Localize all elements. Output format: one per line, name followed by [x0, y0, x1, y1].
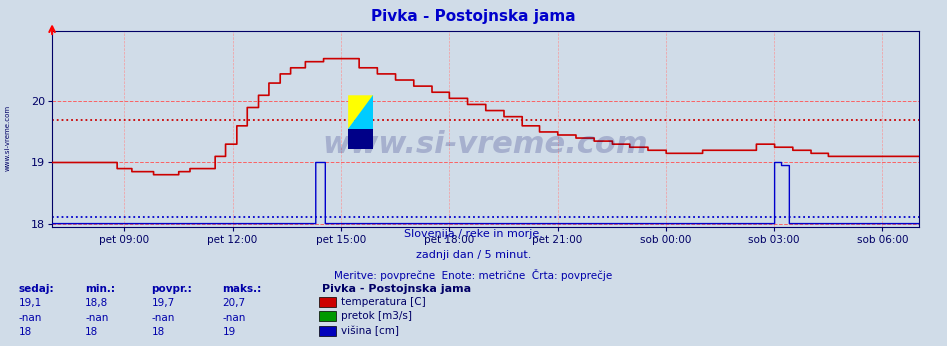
Text: 20,7: 20,7: [223, 298, 245, 308]
Text: Pivka - Postojnska jama: Pivka - Postojnska jama: [322, 284, 471, 294]
Text: Pivka - Postojnska jama: Pivka - Postojnska jama: [371, 9, 576, 24]
Text: Slovenija / reke in morje.: Slovenija / reke in morje.: [404, 229, 543, 239]
Text: 18,8: 18,8: [85, 298, 109, 308]
Text: -nan: -nan: [85, 313, 109, 323]
Text: sedaj:: sedaj:: [19, 284, 55, 294]
Text: 19: 19: [223, 327, 236, 337]
Text: www.si-vreme.com: www.si-vreme.com: [323, 130, 648, 159]
Text: www.si-vreme.com: www.si-vreme.com: [5, 105, 10, 172]
Text: temperatura [C]: temperatura [C]: [341, 297, 425, 307]
Text: Meritve: povprečne  Enote: metrične  Črta: povprečje: Meritve: povprečne Enote: metrične Črta:…: [334, 268, 613, 281]
Text: višina [cm]: višina [cm]: [341, 326, 399, 336]
Text: min.:: min.:: [85, 284, 116, 294]
Text: maks.:: maks.:: [223, 284, 261, 294]
Text: pretok [m3/s]: pretok [m3/s]: [341, 311, 412, 321]
Text: -nan: -nan: [19, 313, 43, 323]
Text: 18: 18: [85, 327, 98, 337]
Text: -nan: -nan: [152, 313, 175, 323]
Text: 18: 18: [19, 327, 32, 337]
Bar: [348, 129, 373, 149]
Text: povpr.:: povpr.:: [152, 284, 192, 294]
Polygon shape: [348, 95, 373, 129]
Text: 19,7: 19,7: [152, 298, 175, 308]
Text: 19,1: 19,1: [19, 298, 43, 308]
Text: zadnji dan / 5 minut.: zadnji dan / 5 minut.: [416, 250, 531, 260]
Text: -nan: -nan: [223, 313, 246, 323]
Text: 18: 18: [152, 327, 165, 337]
Polygon shape: [348, 95, 373, 129]
